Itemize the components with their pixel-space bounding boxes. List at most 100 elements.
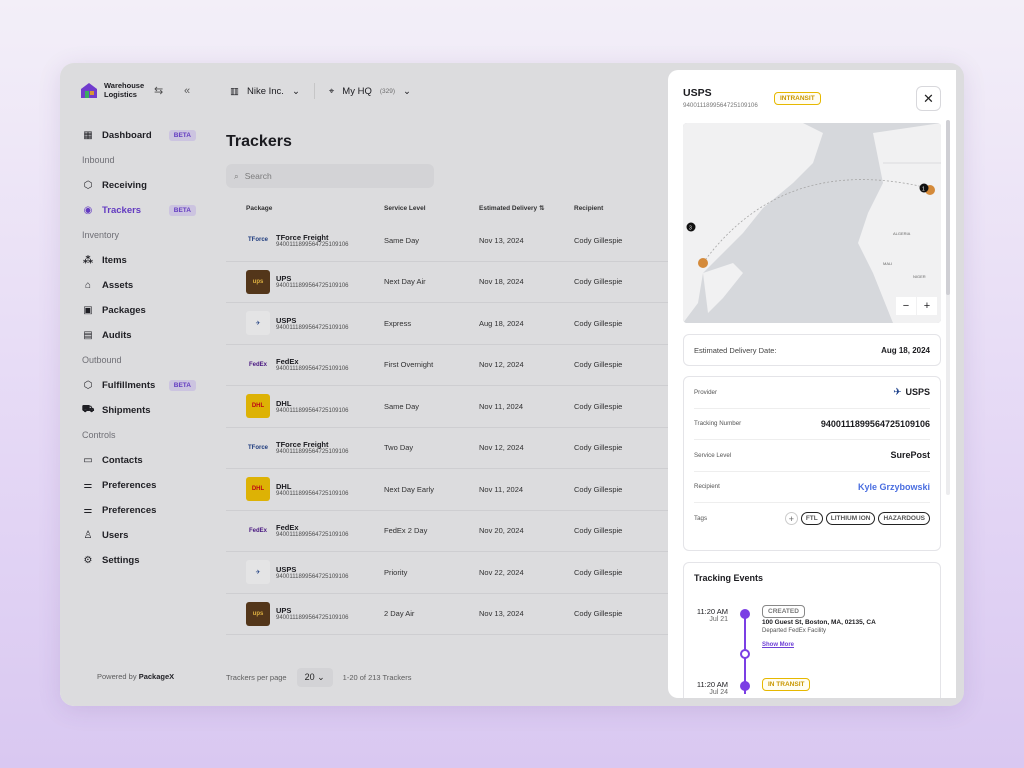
table-row[interactable]: FedEx FedEx 9400111899564725109106 First… (226, 345, 726, 386)
column-header[interactable]: Estimated Delivery ⇅ (479, 205, 545, 212)
package-cell: DHL DHL 9400111899564725109106 (226, 394, 384, 419)
column-header[interactable]: Service Level (384, 204, 426, 212)
carrier-name: USPS (276, 564, 297, 574)
status-badge: IN TRANSIT (762, 678, 811, 691)
sidebar-item-assets[interactable]: ⌂ Assets (82, 273, 196, 298)
zoom-out-button[interactable]: − (896, 297, 916, 315)
sidebar-item-shipments[interactable]: ⛟ Shipments (82, 398, 196, 423)
sidebar-item-label: Contacts (102, 455, 143, 466)
tag[interactable]: LITHIUM ION (825, 512, 876, 526)
sidebar-item-dashboard[interactable]: ▦ Dashboard BETA (82, 123, 196, 148)
location-selector[interactable]: My HQ (342, 85, 372, 97)
sidebar-item-trackers[interactable]: ◉ Trackers BETA (82, 198, 196, 223)
column-header[interactable]: Recipient (574, 204, 604, 212)
column-header[interactable]: Package (246, 204, 273, 212)
location-pin-icon: ◉ (83, 205, 93, 216)
est-value: Aug 18, 2024 (881, 345, 930, 355)
beta-badge: BETA (168, 205, 196, 216)
swap-icon[interactable]: ⇆ (154, 84, 164, 97)
panel-tracking-number: 9400111899564725109106 (683, 102, 758, 109)
table-row[interactable]: DHL DHL 9400111899564725109106 Same Day … (226, 386, 726, 428)
collapse-sidebar-icon[interactable]: « (184, 85, 191, 97)
events-title: Tracking Events (694, 573, 764, 583)
powered-by-prefix: Powered by (97, 672, 137, 681)
box-icon: ⬡ (83, 380, 93, 391)
tracker-info-card: Provider ✈ USPS Tracking Number 940011189… (683, 376, 941, 551)
table-row[interactable]: ✈ USPS 9400111899564725109106 Express Au… (226, 303, 726, 345)
sidebar-item-receiving[interactable]: ⬡ Receiving (82, 173, 196, 198)
package-cell: ups UPS 9400111899564725109106 (226, 601, 384, 626)
info-row-tracking: Tracking Number 9400111899564725109106 (694, 409, 930, 440)
truck-icon: ⛟ (81, 404, 95, 415)
add-tag-button[interactable]: + (784, 512, 798, 526)
service-level-cell: First Overnight (384, 360, 434, 370)
estimated-delivery-cell: Nov 20, 2024 (479, 526, 524, 536)
tracking-number: 9400111899564725109106 (276, 366, 349, 373)
nav-group-label: Outbound (82, 355, 122, 365)
sidebar-item-items[interactable]: ⁂ Items (82, 248, 196, 273)
show-more-link[interactable]: Show More (762, 642, 795, 648)
package-cell: FedEx FedEx 9400111899564725109106 (226, 519, 384, 543)
close-icon: ✕ (923, 90, 934, 106)
tracking-number: 9400111899564725109106 (276, 324, 349, 331)
panel-scrollbar-track[interactable] (946, 120, 950, 495)
close-button[interactable]: ✕ (916, 86, 941, 111)
status-badge: INTRANSIT (774, 92, 821, 105)
tracking-number: 9400111899564725109106 (276, 241, 349, 248)
tracking-number: 9400111899564725109106 (276, 449, 349, 456)
table-row[interactable]: ✈ USPS 9400111899564725109106 Priority N… (226, 552, 726, 594)
chevron-down-icon[interactable]: ⌄ (291, 85, 300, 97)
table-row[interactable]: FedEx FedEx 9400111899564725109106 FedEx… (226, 511, 726, 552)
carrier-name: DHL (276, 398, 292, 408)
tag[interactable]: FTL (800, 512, 823, 526)
service-level-cell: Same Day (384, 401, 420, 411)
table-row[interactable]: ups UPS 9400111899564725109106 2 Day Air… (226, 594, 726, 635)
org-selector[interactable]: Nike Inc. (246, 85, 284, 97)
recipient-link[interactable]: Kyle Grzybowski (857, 481, 930, 492)
nav-group-label: Controls (82, 430, 116, 440)
tracking-number: 9400111899564725109106 (276, 573, 349, 580)
sidebar-item-users[interactable]: ♙ Users (82, 523, 196, 548)
estimated-delivery-cell: Nov 13, 2024 (479, 609, 524, 619)
clipboard-icon: ▤ (83, 330, 93, 341)
zoom-in-button[interactable]: + (917, 297, 937, 315)
sidebar-item-settings[interactable]: ⚙ Settings (82, 548, 196, 573)
carrier-logo-icon: DHL (246, 477, 270, 502)
recipient-cell: Cody Gillespie (574, 277, 623, 287)
search-input[interactable]: ⌕ Search (226, 164, 434, 188)
sidebar-item-fulfillments[interactable]: ⬡ Fulfillments BETA (82, 373, 196, 398)
brand-name: Warehouse Logistics (104, 81, 145, 99)
estimated-delivery-cell: Nov 12, 2024 (479, 360, 524, 370)
sort-icon[interactable]: ⇅ (538, 205, 545, 212)
table-row[interactable]: DHL DHL 9400111899564725109106 Next Day … (226, 469, 726, 511)
tracker-detail-panel: USPS 9400111899564725109106 INTRANSIT ✕ … (668, 70, 956, 698)
tracking-number: 9400111899564725109106 (276, 532, 349, 539)
recipient-cell: Cody Gillespie (574, 567, 623, 577)
table-row[interactable]: TForce TForce Freight 940011189956472510… (226, 220, 726, 262)
package-icon: ▣ (83, 305, 93, 316)
sidebar-item-contacts[interactable]: ▭ Contacts (82, 448, 196, 473)
package-cell: ✈ USPS 9400111899564725109106 (226, 311, 384, 336)
sidebar-item-packages[interactable]: ▣ Packages (82, 298, 196, 323)
tag[interactable]: HAZARDOUS (878, 512, 930, 526)
sidebar-item-preferences[interactable]: ⚌ Preferences (82, 473, 196, 498)
cubes-icon: ⁂ (82, 255, 94, 266)
recipient-cell: Cody Gillespie (574, 484, 623, 494)
box-icon: ⬡ (83, 180, 93, 191)
table-row[interactable]: TForce TForce Freight 940011189956472510… (226, 428, 726, 469)
panel-scrollbar-thumb[interactable] (946, 120, 950, 295)
sidebar-item-audits[interactable]: ▤ Audits (82, 323, 196, 348)
grid-icon: ▦ (83, 130, 93, 141)
table-header: Package Service Level Estimated Delivery… (226, 196, 726, 220)
table-row[interactable]: ups UPS 9400111899564725109106 Next Day … (226, 262, 726, 303)
chevron-down-icon[interactable]: ⌄ (403, 85, 411, 97)
nav-group-label: Inbound (82, 155, 115, 165)
tracking-map[interactable]: 3 1 ALGERIA MALI NIGER − + (683, 123, 941, 323)
service-level-cell: Same Day (384, 235, 420, 245)
carrier-logo-icon: FedEx (248, 527, 267, 534)
sidebar-item-preferences-2[interactable]: ⚌ Preferences (82, 498, 196, 523)
tracking-number: 9400111899564725109106 (276, 283, 349, 290)
beta-badge: BETA (168, 130, 196, 141)
per-page-select[interactable]: 20 ⌄ (296, 668, 333, 687)
brand[interactable]: Warehouse Logistics ⇆ (80, 81, 163, 99)
